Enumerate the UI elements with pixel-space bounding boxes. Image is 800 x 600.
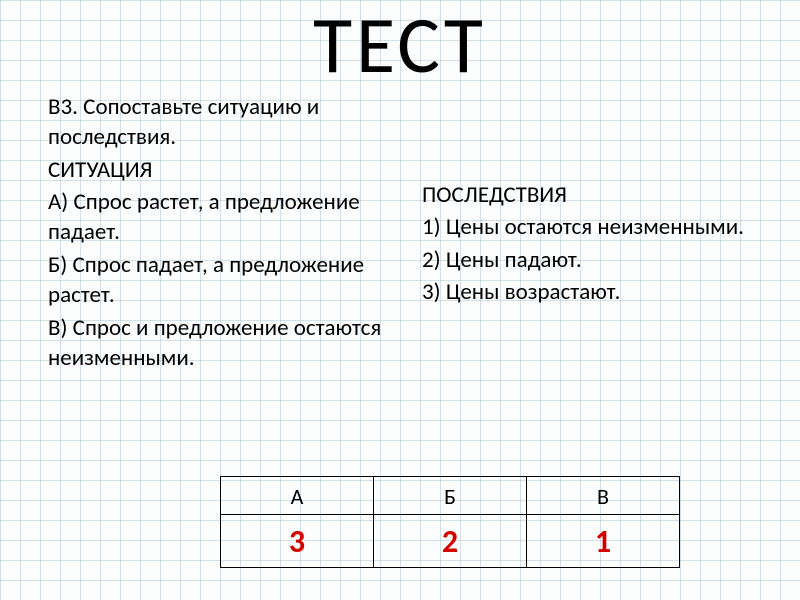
table-header-row: А Б В <box>221 477 680 515</box>
situation-item-b: Б) Спрос падает, а предложение растет. <box>48 250 398 311</box>
situation-column: В3. Сопоставьте ситуацию и последствия. … <box>48 92 398 375</box>
consequence-item-3: 3) Цены возрастают. <box>422 277 752 307</box>
situation-item-v: В) Спрос и предложение остаются неизменн… <box>48 313 398 374</box>
consequence-item-2: 2) Цены падают. <box>422 245 752 275</box>
content-columns: В3. Сопоставьте ситуацию и последствия. … <box>0 86 800 375</box>
situation-heading: СИТУАЦИЯ <box>48 155 398 185</box>
question-text: В3. Сопоставьте ситуацию и последствия. <box>48 92 398 153</box>
table-answer-v: 1 <box>527 515 680 568</box>
table-answer-a: 3 <box>221 515 374 568</box>
situation-item-a: А) Спрос растет, а предложение падает. <box>48 187 398 248</box>
page-title: ТЕСТ <box>0 0 800 86</box>
answer-table: А Б В 3 2 1 <box>220 476 680 568</box>
table-header-b: Б <box>374 477 527 515</box>
consequence-item-1: 1) Цены остаются неизменными. <box>422 212 752 242</box>
table-answer-b: 2 <box>374 515 527 568</box>
table-header-a: А <box>221 477 374 515</box>
consequence-heading: ПОСЛЕДСТВИЯ <box>422 180 752 210</box>
table-answer-row: 3 2 1 <box>221 515 680 568</box>
consequence-column: ПОСЛЕДСТВИЯ 1) Цены остаются неизменными… <box>422 92 752 375</box>
table-header-v: В <box>527 477 680 515</box>
